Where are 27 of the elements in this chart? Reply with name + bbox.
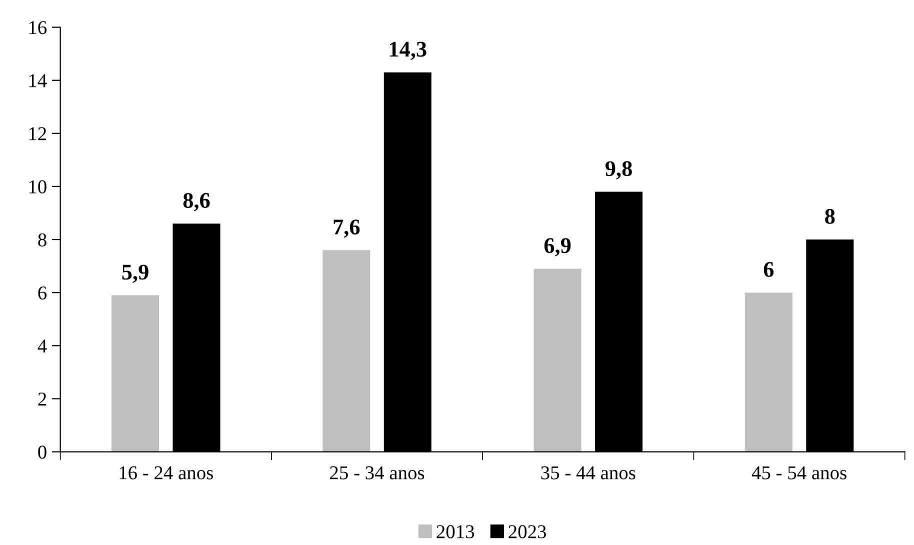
x-tick-label: 16 - 24 anos (120, 466, 213, 480)
data-label: 7,6 (334, 220, 360, 238)
x-tick-label: 25 - 34 anos (330, 466, 424, 480)
data-label: 8,6 (183, 192, 210, 212)
data-label: 14,3 (390, 42, 426, 60)
data-label: 6 (764, 262, 774, 277)
y-tick-label: 0 (38, 446, 46, 459)
y-tick-label: 6 (38, 286, 47, 300)
y-tick-label: 8 (38, 233, 46, 246)
y-tick-label: 2 (38, 392, 46, 406)
y-tick-label: 16 (29, 21, 47, 34)
bar (322, 250, 370, 452)
data-label: 9,8 (605, 161, 632, 180)
y-tick-label: 14 (29, 74, 47, 88)
y-tick-label: 4 (38, 340, 47, 352)
y-tick-label: 12 (29, 127, 46, 140)
x-tick-label: 35 - 44 anos (541, 466, 636, 480)
bar (744, 292, 792, 452)
x-tick-label: 45 - 54 anos (752, 466, 846, 480)
bar (112, 295, 160, 452)
data-label: 5,9 (122, 264, 148, 283)
bar (534, 268, 582, 452)
data-label: 6,9 (544, 238, 571, 256)
y-tick-label: 10 (29, 180, 46, 194)
data-label: 8 (825, 208, 835, 224)
legend-label: 2013 (436, 525, 474, 538)
legend-label: 2023 (508, 525, 546, 538)
